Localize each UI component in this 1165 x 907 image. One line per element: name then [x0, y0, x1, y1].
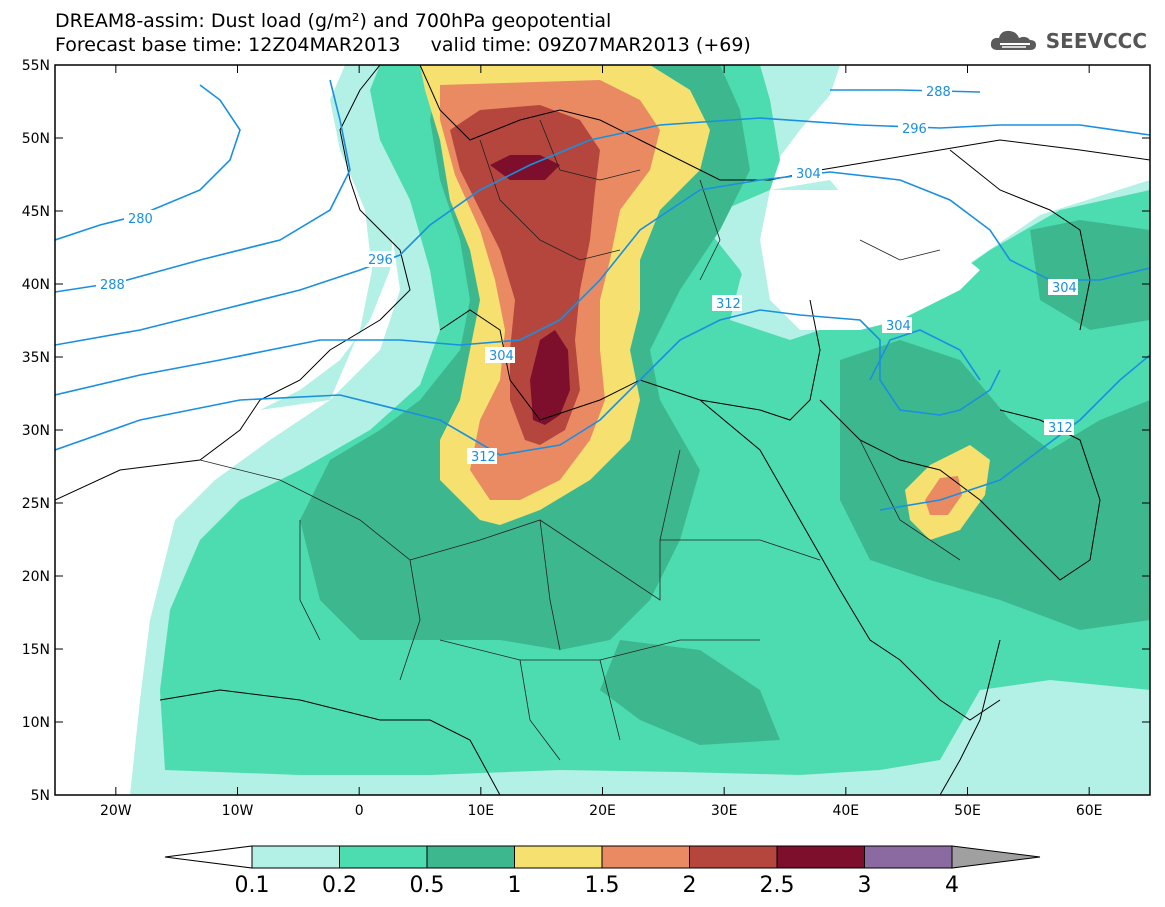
colorbar-under-triangle [164, 845, 253, 869]
lat-label: 5N [31, 788, 50, 804]
clear-zone-west [55, 65, 370, 470]
contour-label-296: 296 [364, 251, 394, 268]
latitude-labels: 55N 50N 45N 40N 35N 30N 25N 20N 15N 10N 5N [22, 58, 50, 804]
colorbar-segment [339, 845, 428, 869]
chart-title-line-1: DREAM8-assim: Dust load (g/m²) and 700hP… [55, 10, 612, 32]
lon-label: 60E [1076, 803, 1103, 819]
forecast-base-time: Forecast base time: 12Z04MAR2013 [55, 34, 401, 56]
colorbar-segment [426, 845, 515, 869]
svg-text:304: 304 [796, 167, 821, 182]
lon-label: 0 [355, 803, 364, 819]
contour-label-280: 280 [124, 210, 154, 227]
chart-title-line-2: Forecast base time: 12Z04MAR2013 valid t… [55, 34, 751, 56]
lat-label: 50N [22, 131, 50, 147]
colorbar-segment [514, 845, 603, 869]
dust-level-0.5-central [600, 640, 780, 745]
svg-text:312: 312 [716, 297, 741, 312]
colorbar-label: 1.5 [585, 873, 620, 898]
contour-label-288b: 288 [922, 83, 952, 100]
colorbar-label: 1 [508, 873, 522, 898]
lat-label: 40N [22, 277, 50, 293]
lat-label: 35N [22, 350, 50, 366]
country-borders [199, 119, 961, 761]
lon-label: 30E [711, 803, 738, 819]
contour-label-304c: 304 [882, 317, 912, 334]
coastlines [55, 65, 1150, 795]
svg-text:288: 288 [926, 85, 951, 100]
svg-text:304: 304 [886, 319, 911, 334]
lon-label: 10W [222, 803, 254, 819]
lat-label: 30N [22, 423, 50, 439]
seevccc-logo: SEEVCCC [988, 26, 1147, 56]
lat-label: 25N [22, 496, 50, 512]
contour-label-304d: 304 [1048, 279, 1078, 296]
lon-label: 10E [467, 803, 494, 819]
longitude-labels: 20W 10W 0 10E 20E 30E 40E 50E 60E [100, 803, 1103, 819]
colorbar-segment [689, 845, 778, 869]
colorbar-label: 4 [945, 873, 959, 898]
dust-level-2.5 [530, 330, 570, 425]
lat-label: 55N [22, 58, 50, 74]
colorbar-label: 0.5 [410, 873, 445, 898]
dust-level-0.5-caspian [1030, 220, 1150, 330]
lat-label: 45N [22, 204, 50, 220]
svg-text:304: 304 [1052, 281, 1077, 296]
colorbar-segment [601, 845, 690, 869]
svg-text:280: 280 [128, 212, 153, 227]
svg-text:312: 312 [471, 450, 496, 465]
svg-text:288: 288 [100, 278, 125, 293]
svg-text:304: 304 [489, 349, 514, 364]
contour-label-312c: 312 [1044, 419, 1074, 436]
contour-label-312: 312 [467, 448, 497, 465]
contour-label-304b: 304 [792, 165, 822, 182]
lat-label: 15N [22, 642, 50, 658]
clear-zone-east-white [760, 190, 980, 330]
svg-text:296: 296 [902, 122, 927, 137]
contour-label-312b: 312 [712, 295, 742, 312]
geopotential-contours [55, 79, 1150, 511]
lon-label: 20W [100, 803, 132, 819]
colorbar-label: 2.5 [760, 873, 795, 898]
colorbar-segment [776, 845, 865, 869]
lat-label: 10N [22, 715, 50, 731]
contour-label-296b: 296 [898, 120, 928, 137]
contour-label-304: 304 [485, 347, 515, 364]
clear-zone-west-edge [260, 65, 395, 410]
valid-time: valid time: 09Z07MAR2013 (+69) [430, 34, 751, 56]
svg-text:312: 312 [1048, 421, 1073, 436]
map-area: 280 288 296 304 312 288 296 304 312 304 … [55, 65, 1150, 795]
svg-text:296: 296 [368, 253, 393, 268]
dust-level-1.5-gulf [925, 476, 962, 515]
axis-ticks [55, 64, 1150, 796]
colorbar-label: 3 [858, 873, 872, 898]
contour-label-288: 288 [96, 276, 126, 293]
contour-labels: 280 288 296 304 312 288 296 304 312 304 … [96, 83, 1078, 465]
colorbar-label: 0.2 [322, 873, 357, 898]
cloud-logo-icon [990, 30, 1036, 50]
lat-label: 20N [22, 569, 50, 585]
lon-label: 20E [589, 803, 616, 819]
colorbar-over-triangle [951, 845, 1041, 869]
logo-text: SEEVCCC [1045, 29, 1147, 53]
colorbar: 0.1 0.2 0.5 1 1.5 2 2.5 3 4 [164, 845, 1041, 898]
lon-label: 40E [832, 803, 859, 819]
colorbar-segment [864, 845, 953, 869]
colorbar-segment [251, 845, 340, 869]
colorbar-label: 2 [683, 873, 697, 898]
colorbar-label: 0.1 [235, 873, 270, 898]
lon-label: 50E [954, 803, 981, 819]
